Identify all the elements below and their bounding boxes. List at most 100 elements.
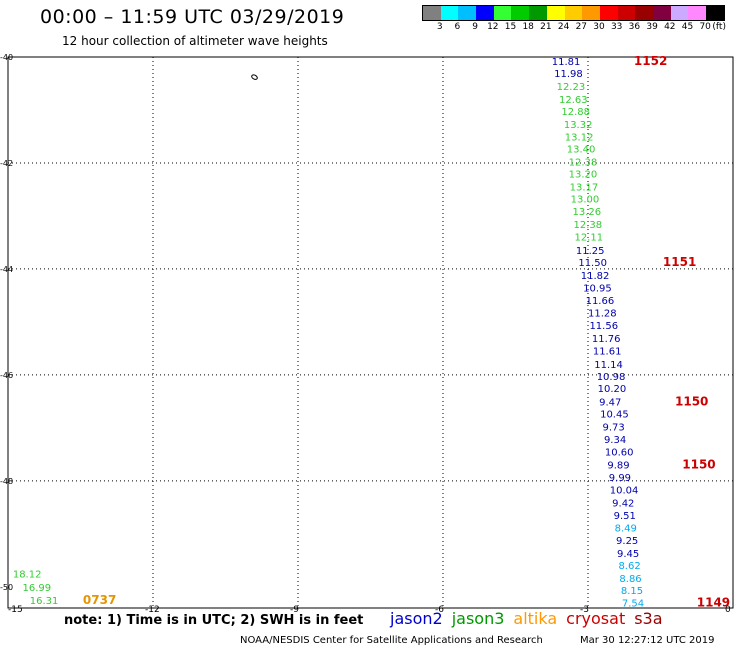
wave-height-value: 7.54 [622, 599, 644, 610]
wave-height-value: 9.42 [612, 499, 634, 510]
satellite-label-s3a: s3a [634, 609, 663, 628]
color-swatch [652, 6, 671, 20]
x-tick-label: -6 [435, 605, 444, 615]
axis-tick-labels: -15 -12 -9 -6 -3 0 -40 -42 -44 -46 -48 -50 [0, 53, 731, 615]
pass-time-label: 1150 [682, 457, 715, 471]
footer-note: note: 1) Time is in UTC; 2) SWH is in fe… [64, 613, 364, 628]
color-swatch [617, 6, 636, 20]
wave-height-value: 13.32 [564, 120, 593, 131]
color-swatch [529, 6, 547, 20]
wave-height-value: 11.50 [578, 258, 607, 269]
y-tick-label: -48 [0, 477, 13, 486]
wave-height-value: 10.20 [598, 384, 627, 395]
wave-height-value: 13.20 [569, 170, 598, 181]
pass-time-label: 1152 [634, 54, 667, 68]
wave-height-value: 11.56 [589, 321, 618, 332]
satellite-label-cryosat: cryosat [566, 609, 626, 628]
color-scale-tick: 30 [593, 22, 605, 32]
wave-height-value: 9.47 [599, 397, 621, 408]
wave-height-value: 11.25 [576, 246, 605, 257]
color-scale-tick: 27 [575, 22, 588, 32]
wave-height-value: 9.34 [604, 435, 626, 446]
island-outline [251, 74, 258, 80]
satellite-label-jason3: jason3 [451, 609, 505, 628]
wave-height-value: 8.49 [615, 523, 637, 534]
wave-height-value: 10.95 [583, 283, 612, 294]
x-tick-label: -12 [145, 605, 160, 615]
pass-time-label: 0737 [83, 593, 116, 607]
color-swatch [423, 6, 441, 20]
map-frame [7, 56, 734, 609]
color-scale-tick: 21 [540, 22, 552, 32]
color-scale-tick: 33 [610, 22, 623, 32]
pass-time-label: 1151 [663, 255, 696, 269]
pass-time-label: 1149 [697, 596, 730, 610]
pass-time-label: 1150 [675, 394, 708, 408]
generation-timestamp: Mar 30 12:27:12 UTC 2019 [580, 635, 715, 646]
color-swatch [476, 6, 494, 20]
color-scale-tick: 18 [522, 22, 534, 32]
x-tick-label: -3 [580, 605, 589, 615]
wave-height-value: 10.45 [600, 410, 629, 421]
wave-height-value: 12.38 [569, 157, 598, 168]
color-scale-tick: 36 [628, 22, 641, 32]
wave-height-value: 11.98 [554, 69, 583, 80]
color-swatch [688, 6, 706, 20]
wave-height-value: 16.99 [23, 583, 52, 594]
wave-height-value: 9.51 [614, 511, 636, 522]
wave-height-value: 9.99 [609, 473, 631, 484]
wave-height-value: 9.25 [616, 536, 638, 547]
satellite-legend: jason2 jason3 altika cryosat s3a [390, 609, 672, 628]
y-tick-label: -42 [0, 159, 13, 168]
wave-height-value: 12.23 [557, 82, 586, 93]
color-swatch [440, 6, 459, 20]
wave-height-value: 10.60 [605, 448, 634, 459]
wave-height-value: 13.17 [570, 182, 599, 193]
color-swatch [493, 6, 512, 20]
color-scale-tick: 42 [664, 22, 676, 32]
wave-height-value: 8.62 [618, 561, 640, 572]
credit-text: NOAA/NESDIS Center for Satellite Applica… [240, 635, 543, 646]
color-scale-tick: 39 [646, 22, 658, 32]
wave-height-value: 9.45 [617, 549, 639, 560]
wave-height-value: 13.12 [565, 132, 594, 143]
wave-height-value: 11.14 [594, 360, 623, 371]
satellite-label-altika: altika [513, 609, 558, 628]
color-scale-tick: 12 [487, 22, 499, 32]
wave-height-value: 11.66 [586, 296, 615, 307]
wave-height-value: 11.82 [581, 271, 610, 282]
pass-time-labels: 1152 1151 1150 1150 1149 0737 [83, 54, 730, 609]
y-tick-label: -46 [0, 371, 13, 380]
wave-height-value: 13.40 [567, 145, 596, 156]
y-tick-label: -40 [0, 53, 13, 62]
color-scale-bar [422, 5, 725, 21]
wave-height-value: 16.31 [30, 596, 59, 607]
y-tick-label: -44 [0, 265, 13, 274]
color-swatch [458, 6, 477, 20]
wave-height-value: 11.28 [588, 308, 617, 319]
wave-height-value: 11.81 [552, 57, 581, 68]
x-tick-label: -15 [8, 605, 23, 615]
color-swatch [546, 6, 565, 20]
wave-height-value: 12.88 [561, 107, 590, 118]
wave-height-value: 10.98 [597, 372, 626, 383]
color-scale-tick: 6 [454, 22, 461, 32]
color-scale-tick: 3 [436, 22, 443, 32]
color-scale-tick: 24 [557, 22, 570, 32]
satellite-label-jason2: jason2 [390, 609, 443, 628]
color-swatch [511, 6, 530, 20]
wave-height-value: 8.15 [621, 586, 643, 597]
wave-height-value: 10.04 [610, 485, 639, 496]
color-scale-labels: 3 6 9 12 15 18 21 24 27 30 33 36 39 42 45 70 (ft) [422, 22, 740, 34]
x-tick-label: 0 [725, 605, 731, 615]
wave-height-value: 12.38 [574, 220, 603, 231]
wave-height-value: 12.11 [574, 233, 603, 244]
wave-height-value: 9.89 [607, 460, 629, 471]
wave-height-value: 18.12 [13, 570, 42, 581]
color-swatch [564, 6, 583, 20]
color-scale-tick: 45 [681, 22, 694, 32]
wave-height-value: 9.73 [603, 422, 625, 433]
wave-height-value: 13.00 [571, 194, 600, 205]
